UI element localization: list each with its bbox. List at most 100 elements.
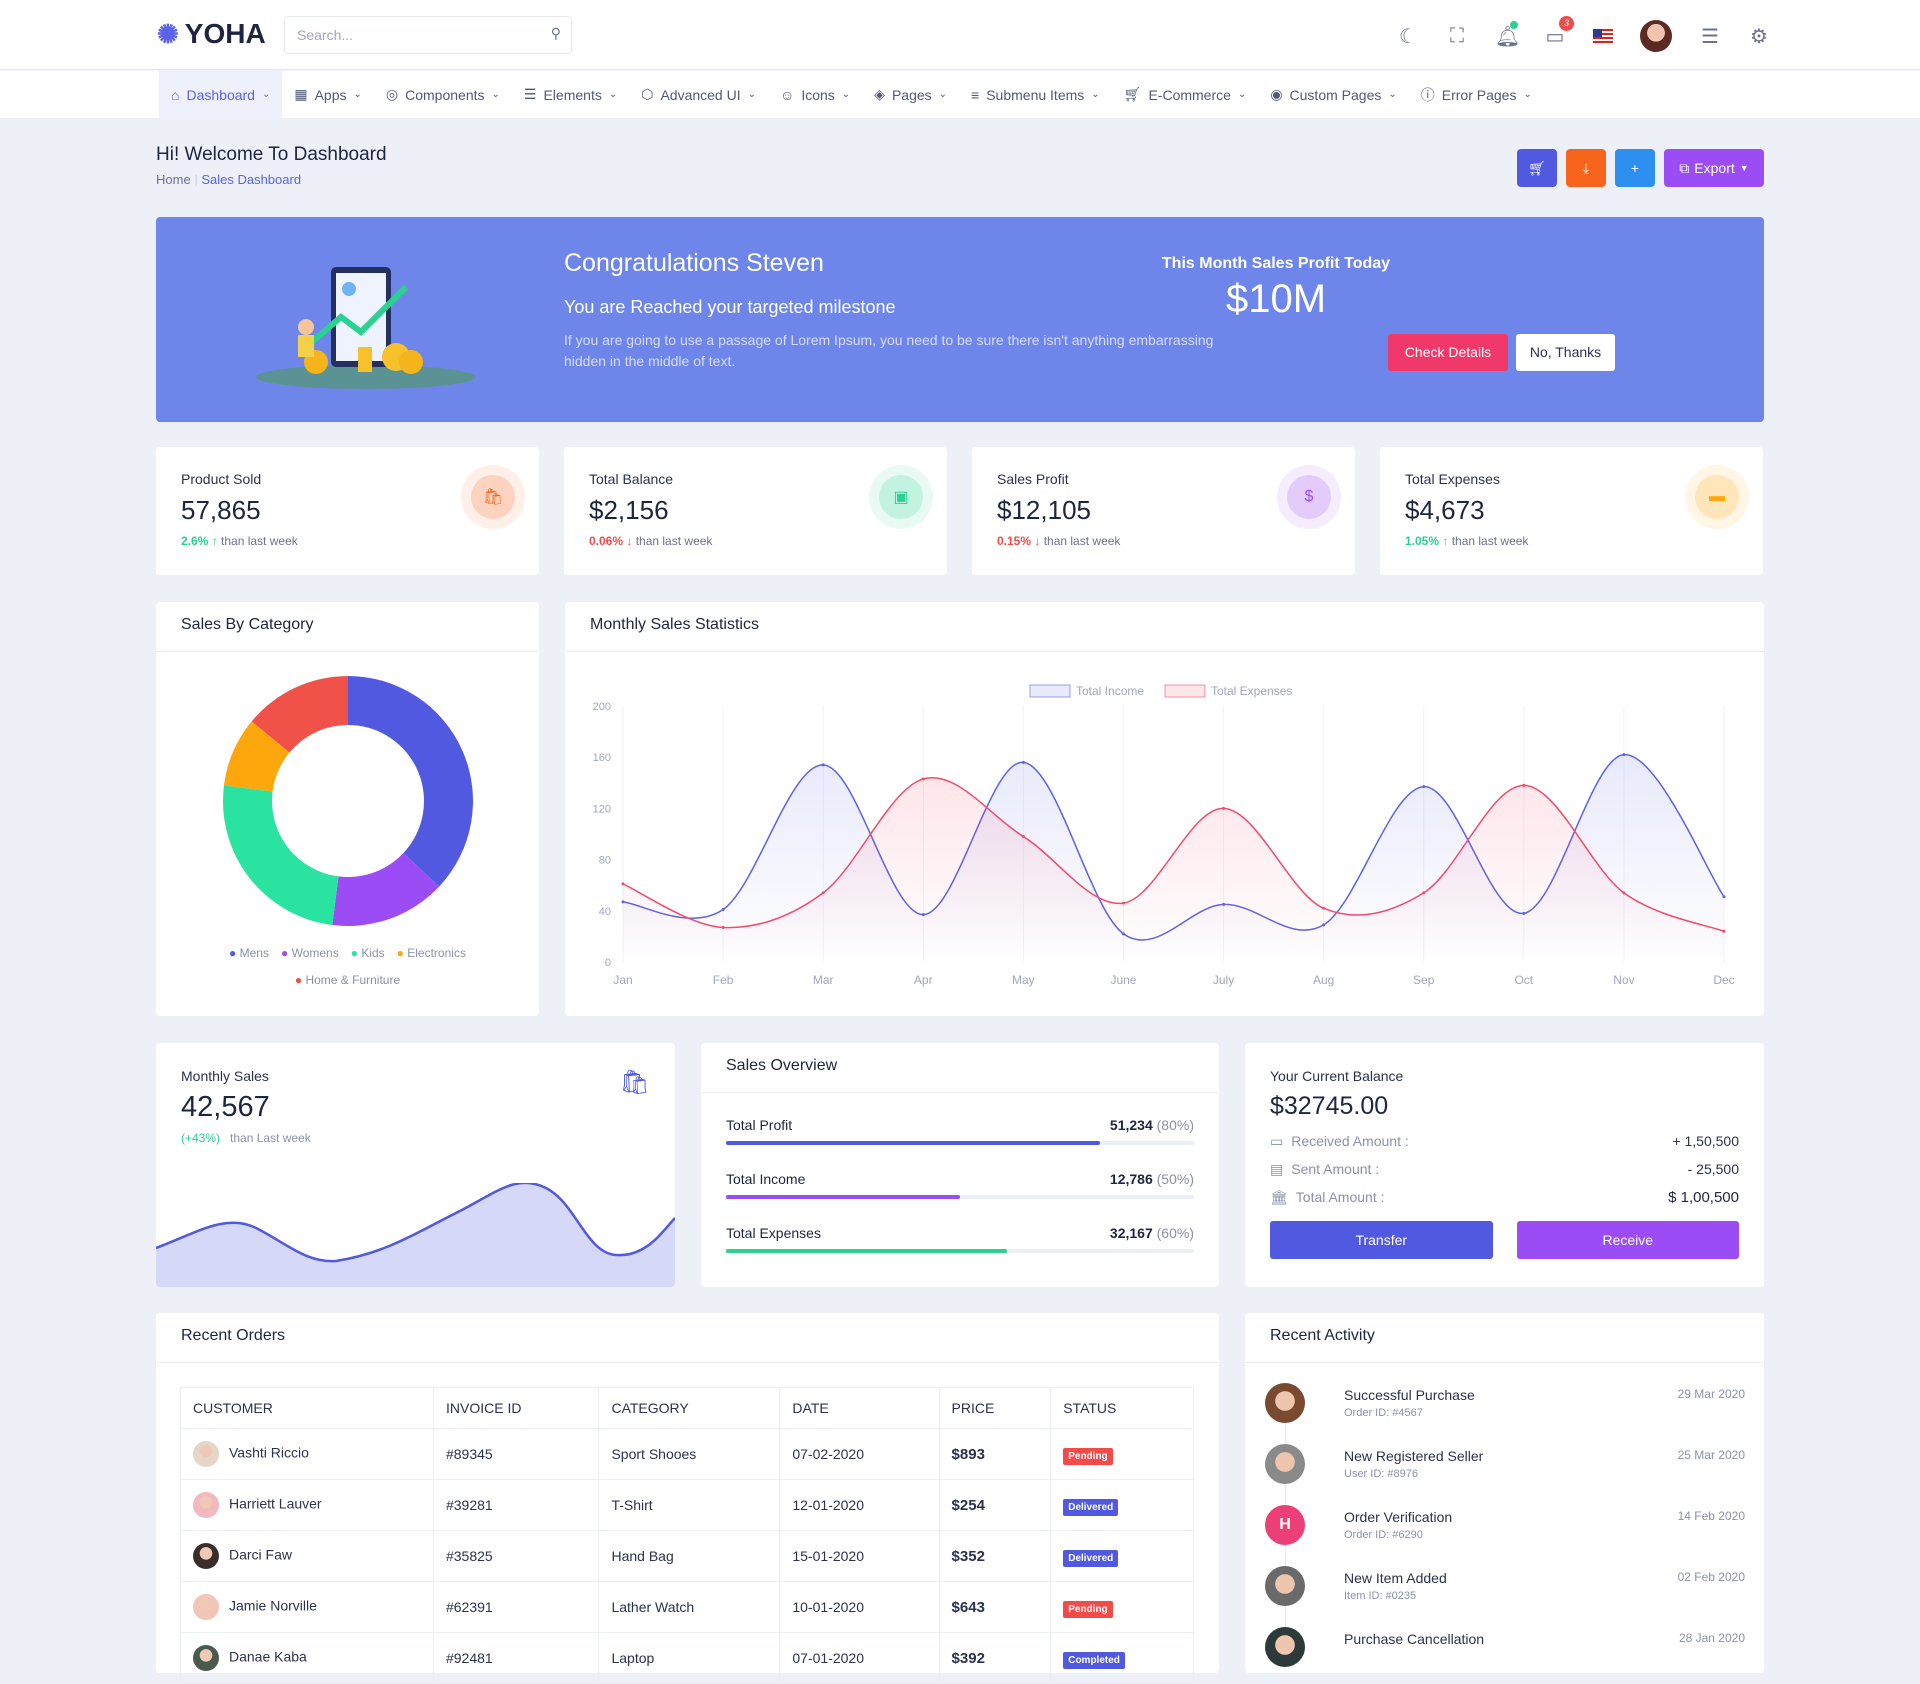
user-avatar[interactable] <box>1640 20 1672 52</box>
stat-card-product-sold: Product Sold 57,865 2.6% ↑ than last week 🛍… <box>156 447 539 575</box>
nav-item-dashboard[interactable]: ⌂ Dashboard ⌄ <box>159 71 283 118</box>
chevron-down-icon: ⌄ <box>1523 89 1532 100</box>
data-point[interactable] <box>1021 835 1025 839</box>
cell-status: Delivered <box>1050 1530 1194 1582</box>
column-header: CUSTOMER <box>180 1387 434 1429</box>
nav-item-apps[interactable]: ▦ Apps ⌄ <box>282 71 374 118</box>
nav-item-submenu-items[interactable]: ≡ Submenu Items ⌄ <box>959 71 1112 118</box>
receive-button[interactable]: Receive <box>1516 1221 1739 1259</box>
x-tick-label: Oct <box>1514 973 1533 987</box>
data-point[interactable] <box>1422 891 1426 895</box>
stat-label: Total Balance <box>589 471 674 487</box>
data-point[interactable] <box>1722 929 1726 933</box>
balance-row: ▭ Received Amount : + 1,50,500 <box>1270 1132 1739 1150</box>
legend-item[interactable]: ● Kids <box>351 946 385 960</box>
activity-title: New Item Added <box>1344 1570 1447 1586</box>
messages-icon[interactable]: ▭ 3 <box>1544 15 1574 49</box>
data-point[interactable] <box>1622 753 1626 757</box>
fullscreen-icon[interactable]: ⛶ <box>1450 24 1464 47</box>
customer-name[interactable]: Darci Faw <box>229 1546 293 1563</box>
column-header: PRICE <box>938 1387 1052 1429</box>
data-point[interactable] <box>921 777 925 781</box>
activity-avatar <box>1265 1383 1305 1423</box>
activity-subtitle: Item ID: #0235 <box>1344 1590 1417 1602</box>
no-thanks-button[interactable]: No, Thanks <box>1516 334 1615 371</box>
data-point[interactable] <box>1722 895 1726 899</box>
logo[interactable]: ✺ YOHA <box>157 18 266 49</box>
data-point[interactable] <box>721 908 725 912</box>
activity-subtitle: Order ID: #4567 <box>1344 1407 1423 1419</box>
legend-item[interactable]: ● Womens <box>281 946 339 960</box>
sales-growth-illustration <box>256 267 476 389</box>
check-details-button[interactable]: Check Details <box>1388 334 1508 371</box>
donut-slice-electronics[interactable] <box>223 721 290 792</box>
transfer-button[interactable]: Transfer <box>1270 1221 1493 1259</box>
search-icon[interactable]: ⚲ <box>550 25 561 41</box>
legend-item[interactable]: ● Mens <box>229 946 269 960</box>
cell-customer: Vashti Riccio <box>180 1428 434 1480</box>
stat-change: 1.05% ↑ than last week <box>1405 534 1738 548</box>
add-button[interactable]: + <box>1615 149 1655 187</box>
menu-icon[interactable]: ☰ <box>1701 25 1719 48</box>
nav-item-elements[interactable]: ☰ Elements ⌄ <box>512 71 629 118</box>
dark-mode-moon-icon[interactable]: ☾ <box>1399 25 1417 48</box>
legend-item[interactable]: ● Electronics <box>397 946 466 960</box>
stat-icon-ring: $ <box>1277 465 1341 529</box>
orders-table: CUSTOMER INVOICE ID CATEGORY DATE PRICE STATU… <box>180 1387 1194 1684</box>
download-button[interactable]: ⤓ <box>1566 149 1606 187</box>
cart-button[interactable]: 🛒︎ <box>1517 149 1557 187</box>
activity-date: 25 Mar 2020 <box>1677 1448 1745 1462</box>
settings-gear-icon[interactable]: ⚙ <box>1750 25 1768 48</box>
donut-slice-womens[interactable] <box>332 853 440 926</box>
legend-item[interactable]: ● Home & Furniture <box>295 973 400 987</box>
us-flag-icon[interactable] <box>1593 29 1613 43</box>
data-point[interactable] <box>1021 760 1025 764</box>
table-row[interactable]: Darci Faw #35825 Hand Bag 15-01-2020 $352 Del… <box>180 1530 1194 1582</box>
data-point[interactable] <box>721 925 725 929</box>
data-point[interactable] <box>621 882 625 886</box>
nav-item-advanced-ui[interactable]: ⬡ Advanced UI ⌄ <box>629 71 768 118</box>
chevron-down-icon: ⌄ <box>353 89 362 100</box>
table-row[interactable]: Danae Kaba #92481 Laptop 07-01-2020 $392 Comp… <box>180 1632 1194 1684</box>
data-point[interactable] <box>1622 891 1626 895</box>
nav-item-error-pages[interactable]: ⓘ Error Pages ⌄ <box>1409 71 1544 118</box>
nav-item-pages[interactable]: ◈ Pages ⌄ <box>862 71 959 118</box>
table-row[interactable]: Vashti Riccio #89345 Sport Shooes 07-02-202… <box>180 1428 1194 1480</box>
customer-name[interactable]: Harriett Lauver <box>229 1495 322 1512</box>
nav-label: Elements <box>543 86 602 103</box>
data-point[interactable] <box>1322 906 1326 910</box>
notification-bell-icon[interactable]: 🔔︎ <box>1495 20 1520 49</box>
nav-item-custom-pages[interactable]: ◉ Custom Pages ⌄ <box>1258 71 1408 118</box>
data-point[interactable] <box>1522 783 1526 787</box>
export-button[interactable]: ⧉ Export ▼ <box>1664 149 1764 187</box>
cell-date: 10-01-2020 <box>779 1581 940 1633</box>
data-point[interactable] <box>821 891 825 895</box>
customer-name[interactable]: Vashti Riccio <box>229 1444 309 1461</box>
customer-name[interactable]: Jamie Norville <box>229 1597 317 1614</box>
table-row[interactable]: Jamie Norville #62391 Lather Watch 10-01-20… <box>180 1581 1194 1633</box>
monthly-sales-statistics-card: Monthly Sales Statistics 0 40 80 120 160 200 J… <box>565 602 1764 1016</box>
compass-icon: ◎ <box>385 86 399 102</box>
donut-slice-mens[interactable] <box>348 676 473 887</box>
donut-slice-kids[interactable] <box>223 785 339 926</box>
x-tick-label: Sep <box>1413 973 1435 987</box>
data-point[interactable] <box>1222 806 1226 810</box>
nav-item-components[interactable]: ◎ Components ⌄ <box>374 71 512 118</box>
search-input[interactable]: Search... ⚲ <box>284 16 572 54</box>
nav-item-icons[interactable]: ☺ Icons ⌄ <box>768 71 862 118</box>
data-point[interactable] <box>1121 901 1125 905</box>
data-point[interactable] <box>821 763 825 767</box>
nav-item-e-commerce[interactable]: 🛒︎ E-Commerce ⌄ <box>1112 71 1259 118</box>
x-tick-label: July <box>1213 973 1234 987</box>
legend-label[interactable]: Total Expenses <box>1211 684 1292 698</box>
activity-title: Purchase Cancellation <box>1344 1631 1485 1647</box>
customer-name[interactable]: Danae Kaba <box>229 1648 307 1665</box>
data-point[interactable] <box>1422 785 1426 789</box>
cell-category: Hand Bag <box>598 1530 781 1582</box>
chevron-down-icon: ⌄ <box>1237 89 1247 100</box>
legend-label[interactable]: Total Income <box>1076 684 1144 698</box>
table-row[interactable]: Harriett Lauver #39281 T-Shirt 12-01-2020 $2… <box>180 1479 1194 1531</box>
cell-text: #39281 <box>445 1497 493 1513</box>
donut-slice-home-furniture[interactable] <box>251 676 348 753</box>
breadcrumb-home[interactable]: Home <box>156 172 191 187</box>
